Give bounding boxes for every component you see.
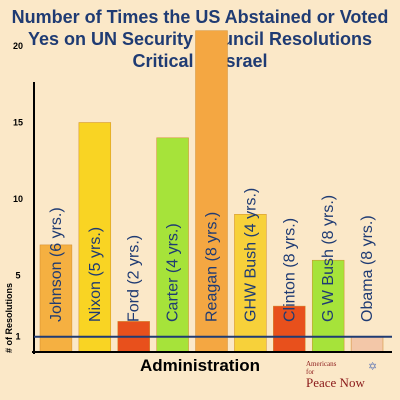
y-tick-label: 15 bbox=[13, 118, 23, 128]
y-tick-label: 5 bbox=[15, 271, 20, 281]
bar-category-label: Obama (8 yrs.) bbox=[359, 215, 376, 322]
y-axis-label: # of Resolutions bbox=[4, 283, 14, 353]
bar-category-label: Johnson (6 yrs.) bbox=[48, 207, 65, 322]
y-tick-label: 10 bbox=[13, 194, 23, 204]
logo-line-3: Peace Now bbox=[306, 375, 365, 390]
bar-category-label: GHW Bush (4 yrs.) bbox=[242, 188, 259, 322]
bar-category-label: Nixon (5 yrs.) bbox=[87, 227, 104, 322]
bar-category-label: Carter (4 yrs.) bbox=[165, 223, 182, 322]
bar bbox=[195, 30, 228, 353]
bar-category-label: Clinton (8 yrs.) bbox=[281, 218, 298, 322]
bar-category-label: Ford (2 yrs.) bbox=[126, 235, 143, 322]
logo-line-2: for bbox=[306, 368, 315, 376]
star-of-david-icon: ✡ bbox=[368, 361, 378, 373]
bar-category-label: G W Bush (8 yrs.) bbox=[320, 195, 337, 322]
bar bbox=[156, 137, 189, 353]
peace-now-logo: Americans for Peace Now ✡ bbox=[306, 360, 390, 396]
bar bbox=[78, 122, 112, 353]
y-tick-label: 20 bbox=[13, 41, 23, 51]
bar-category-label: Reagan (8 yrs.) bbox=[204, 212, 221, 322]
bar bbox=[350, 336, 384, 353]
logo-line-1: Americans bbox=[306, 360, 337, 368]
bar bbox=[273, 305, 306, 353]
bar bbox=[234, 214, 267, 353]
x-axis-label: Administration bbox=[140, 356, 260, 375]
y-tick-label: 1 bbox=[15, 332, 20, 342]
